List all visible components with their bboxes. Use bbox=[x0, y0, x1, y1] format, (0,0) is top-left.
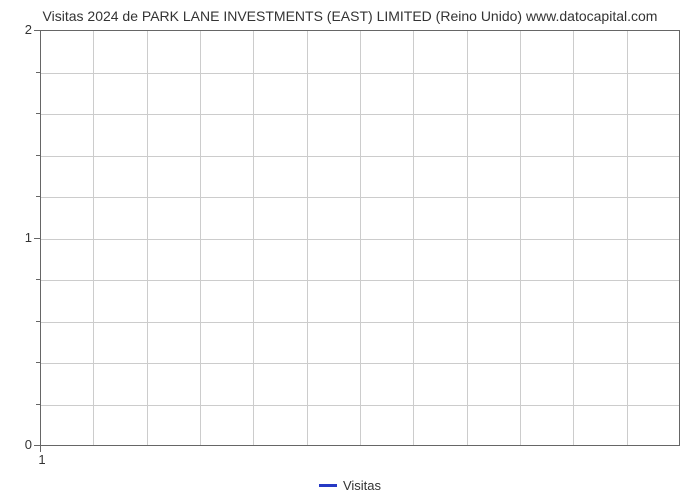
legend: Visitas bbox=[0, 478, 700, 493]
y-minor-tick bbox=[36, 155, 40, 156]
x-axis-line bbox=[40, 445, 680, 446]
legend-label-visitas: Visitas bbox=[343, 478, 381, 493]
legend-swatch-visitas bbox=[319, 484, 337, 487]
x-tick-mark bbox=[40, 446, 41, 452]
y-tick-label: 0 bbox=[0, 437, 32, 452]
y-minor-tick bbox=[36, 321, 40, 322]
y-tick-label: 2 bbox=[0, 22, 32, 37]
grid-horizontal bbox=[40, 363, 679, 364]
grid-horizontal bbox=[40, 156, 679, 157]
y-minor-tick bbox=[36, 362, 40, 363]
y-axis-line bbox=[40, 30, 41, 445]
grid-horizontal bbox=[40, 322, 679, 323]
grid-horizontal bbox=[40, 197, 679, 198]
chart-title: Visitas 2024 de PARK LANE INVESTMENTS (E… bbox=[0, 8, 700, 24]
grid-horizontal bbox=[40, 73, 679, 74]
chart-container: Visitas 2024 de PARK LANE INVESTMENTS (E… bbox=[0, 0, 700, 500]
y-minor-tick bbox=[36, 404, 40, 405]
y-minor-tick bbox=[36, 196, 40, 197]
y-tick-label: 1 bbox=[0, 230, 32, 245]
grid-horizontal bbox=[40, 280, 679, 281]
y-tick-mark bbox=[34, 30, 40, 31]
y-minor-tick bbox=[36, 279, 40, 280]
x-tick-label: 1 bbox=[38, 452, 45, 467]
plot-area bbox=[40, 30, 680, 445]
grid-horizontal bbox=[40, 405, 679, 406]
y-minor-tick bbox=[36, 113, 40, 114]
grid-horizontal bbox=[40, 114, 679, 115]
y-minor-tick bbox=[36, 72, 40, 73]
y-tick-mark bbox=[34, 238, 40, 239]
grid-horizontal bbox=[40, 239, 679, 240]
